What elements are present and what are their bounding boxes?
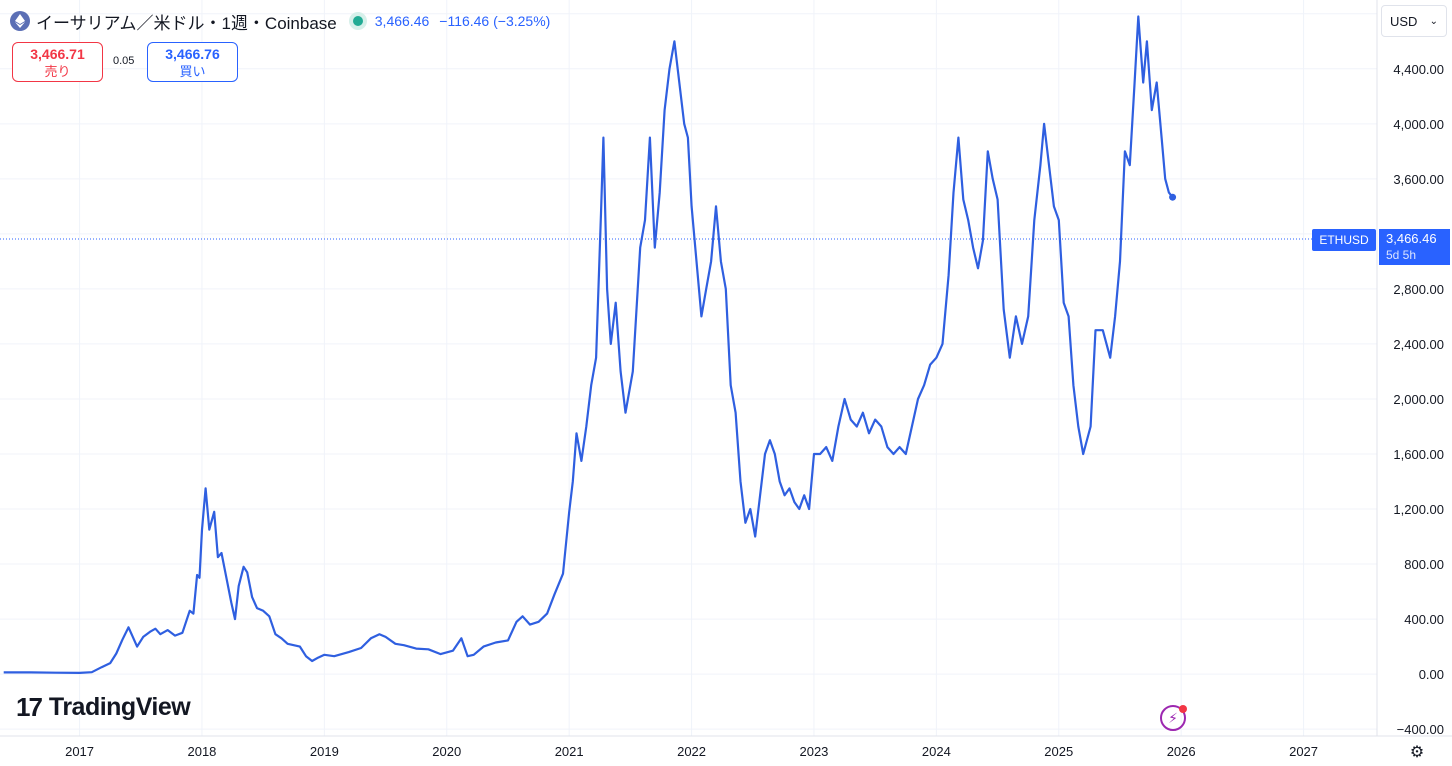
- last-price-tag-value: 3,466.46: [1386, 231, 1437, 246]
- y-tick-label: 800.00: [1404, 557, 1444, 572]
- time-axis[interactable]: 2017 2018 2019 2020 2021 2022 2023 2024 2025 2026…: [65, 744, 1318, 759]
- x-tick-label: 2021: [555, 744, 584, 759]
- currency-label: USD: [1390, 13, 1418, 29]
- status-dot-icon: [352, 16, 363, 26]
- x-tick-label: 2027: [1289, 744, 1318, 759]
- tradingview-mark-icon: 17: [16, 692, 43, 722]
- x-tick-label: 2020: [432, 744, 461, 759]
- x-tick-label: 2026: [1167, 744, 1196, 759]
- y-tick-label: 1,200.00: [1393, 502, 1444, 517]
- x-tick-label: 2025: [1044, 744, 1073, 759]
- sell-label: 売り: [44, 64, 71, 79]
- y-tick-label: 2,000.00: [1393, 392, 1444, 407]
- header-change: −116.46 (−3.25%): [439, 13, 551, 29]
- y-tick-label: 1,600.00: [1393, 447, 1444, 462]
- chart-grid: [0, 0, 1377, 736]
- price-axis[interactable]: −400.00 0.00 400.00 800.00 1,200.00 1,600.00 2…: [1393, 7, 1444, 737]
- ticker-tag: ETHUSD: [1312, 229, 1376, 251]
- y-tick-label: 2,800.00: [1393, 282, 1444, 297]
- notification-dot: [1179, 705, 1187, 713]
- chevron-down-icon: ⌄: [1429, 15, 1438, 27]
- y-tick-label: 4,000.00: [1393, 117, 1444, 132]
- tradingview-logo-text: TradingView: [48, 693, 191, 721]
- y-tick-label: 2,400.00: [1393, 337, 1444, 352]
- gear-icon[interactable]: ⚙: [1409, 744, 1425, 761]
- y-tick-label: 0.00: [1419, 667, 1444, 682]
- x-tick-label: 2018: [187, 744, 216, 759]
- y-tick-label: −400.00: [1397, 722, 1444, 737]
- spread-value: 0.05: [113, 55, 135, 67]
- lightning-icon[interactable]: ⚡: [1160, 705, 1186, 731]
- y-tick-label: 4,400.00: [1393, 62, 1444, 77]
- price-series-line: [3, 15, 1174, 674]
- buy-price: 3,466.76: [165, 46, 220, 62]
- x-tick-label: 2022: [677, 744, 706, 759]
- x-tick-label: 2019: [310, 744, 339, 759]
- tradingview-logo[interactable]: 17 TradingView: [16, 692, 191, 723]
- symbol-header: イーサリアム／米ドル・1週・Coinbase 3,466.46 −116.46 …: [10, 9, 550, 33]
- buy-label: 買い: [179, 64, 206, 79]
- x-tick-label: 2023: [799, 744, 828, 759]
- sell-button[interactable]: 3,466.71 売り: [12, 42, 103, 82]
- x-tick-label: 2017: [65, 744, 94, 759]
- last-price-point: [1169, 193, 1177, 201]
- header-last-price: 3,466.46: [374, 13, 430, 29]
- y-tick-label: 3,600.00: [1393, 172, 1444, 187]
- bar-countdown: 5d 5h: [1386, 248, 1417, 262]
- currency-select[interactable]: USD ⌄: [1381, 5, 1447, 37]
- series-layer: [3, 15, 1177, 674]
- y-tick-label: 400.00: [1404, 612, 1444, 627]
- x-tick-label: 2024: [922, 744, 951, 759]
- symbol-title[interactable]: イーサリアム／米ドル・1週・Coinbase: [36, 13, 337, 33]
- buy-button[interactable]: 3,466.76 買い: [147, 42, 238, 82]
- last-price-tag: 3,466.46 5d 5h: [1379, 229, 1450, 265]
- ethereum-icon: [10, 11, 30, 31]
- sell-price: 3,466.71: [30, 46, 85, 62]
